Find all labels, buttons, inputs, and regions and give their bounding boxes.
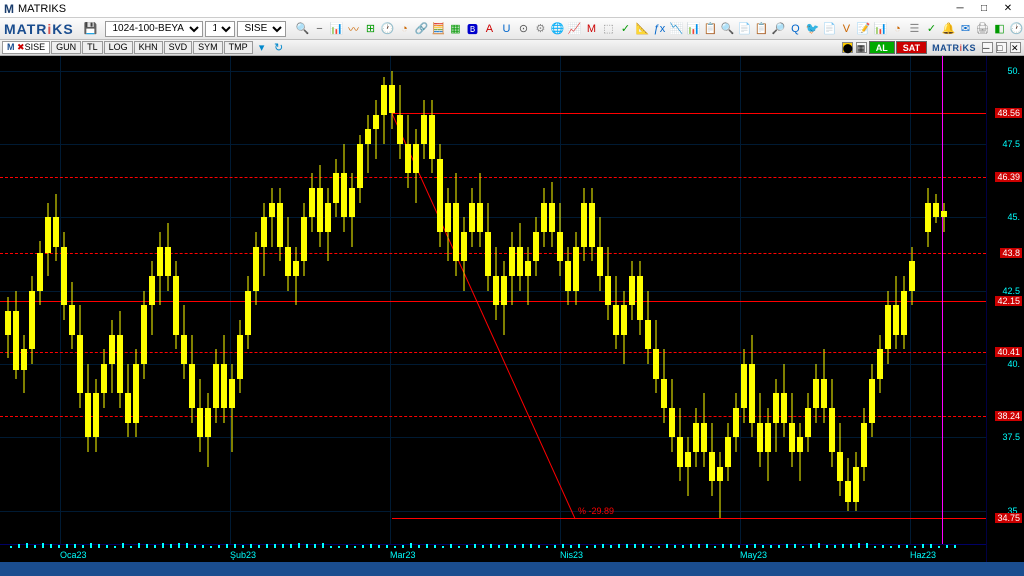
toolbar-icon-24[interactable]: 📋 bbox=[702, 21, 718, 37]
toolbar-icon-7[interactable]: 🔗 bbox=[413, 21, 429, 37]
main-toolbar: MATRiKS 💾 1024-100-BEYA 1 SISE 🔍−📊〰⊞🕐◔🔗🧮… bbox=[0, 18, 1024, 40]
toolbar-icon-19[interactable]: ✓ bbox=[617, 21, 633, 37]
toolbar-icon-20[interactable]: 📐 bbox=[634, 21, 650, 37]
toolbar-icon-3[interactable]: 〰 bbox=[345, 21, 361, 37]
period-tab-sym[interactable]: SYM bbox=[193, 41, 223, 54]
period-tab-tmp[interactable]: TMP bbox=[224, 41, 253, 54]
toolbar-icon-11[interactable]: A bbox=[481, 21, 497, 37]
toolbar-icon-39[interactable]: ✉ bbox=[957, 21, 973, 37]
toolbar-icon-25[interactable]: 🔍 bbox=[719, 21, 735, 37]
toolbar-icon-31[interactable]: 📄 bbox=[821, 21, 837, 37]
toolbar-icon-23[interactable]: 📊 bbox=[685, 21, 701, 37]
symbol-tab[interactable]: M ✖SISE bbox=[2, 41, 50, 54]
titlebar: M MATRIKS ─ □ ✕ bbox=[0, 0, 1024, 18]
toolbar-icon-42[interactable]: 🕐 bbox=[1008, 21, 1024, 37]
indicator-1-icon[interactable]: ⬤ bbox=[842, 42, 853, 53]
window-min-icon[interactable]: ─ bbox=[982, 42, 993, 53]
save-icon[interactable]: 💾 bbox=[84, 21, 98, 37]
toolbar-icon-13[interactable]: ⊙ bbox=[515, 21, 531, 37]
toolbar-icon-12[interactable]: U bbox=[498, 21, 514, 37]
toolbar-icon-5[interactable]: 🕐 bbox=[379, 21, 395, 37]
price-chart[interactable]: % -29.89Oca23Şub23Mar23Nis23May23Haz23 bbox=[0, 56, 986, 562]
sell-button[interactable]: SAT bbox=[896, 41, 927, 54]
refresh-icon[interactable]: ↻ bbox=[271, 40, 287, 56]
indicator-2-icon[interactable]: ▦ bbox=[856, 42, 867, 53]
toolbar-icon-36[interactable]: ☰ bbox=[906, 21, 922, 37]
period-tab-tl[interactable]: TL bbox=[82, 41, 103, 54]
toolbar-icon-0[interactable]: 🔍 bbox=[294, 21, 310, 37]
toolbar-icon-28[interactable]: 🔎 bbox=[770, 21, 786, 37]
buy-button[interactable]: AL bbox=[869, 41, 895, 54]
close-button[interactable]: ✕ bbox=[996, 2, 1020, 16]
toolbar-icon-18[interactable]: ⬚ bbox=[600, 21, 616, 37]
period-select[interactable]: 1 bbox=[205, 21, 235, 37]
toolbar-icon-10[interactable]: 🅱 bbox=[464, 21, 480, 37]
toolbar-icon-15[interactable]: 🌐 bbox=[549, 21, 565, 37]
toolbar-icon-1[interactable]: − bbox=[311, 21, 327, 37]
template-select[interactable]: 1024-100-BEYA bbox=[105, 21, 203, 37]
period-tab-svd[interactable]: SVD bbox=[164, 41, 193, 54]
toolbar-icon-8[interactable]: 🧮 bbox=[430, 21, 446, 37]
y-axis: 50.48.5647.546.3945.43.842.542.1540.4140… bbox=[986, 56, 1024, 562]
toolbar-icon-29[interactable]: Q bbox=[787, 21, 803, 37]
toolbar-icon-37[interactable]: ✓ bbox=[923, 21, 939, 37]
window-close-icon[interactable]: ✕ bbox=[1010, 42, 1021, 53]
toolbar-icon-4[interactable]: ⊞ bbox=[362, 21, 378, 37]
dropdown-icon[interactable]: ▾ bbox=[254, 40, 270, 56]
status-bar bbox=[0, 562, 1024, 576]
chart-brand: MATRiKS bbox=[928, 43, 980, 53]
window-max-icon[interactable]: □ bbox=[996, 42, 1007, 53]
toolbar-icon-35[interactable]: ◔ bbox=[889, 21, 905, 37]
toolbar-icon-41[interactable]: ◧ bbox=[991, 21, 1007, 37]
chart-toolbar: M ✖SISE GUNTLLOGKHNSVDSYMTMP ▾ ↻ ⬤ ▦ AL … bbox=[0, 40, 1024, 56]
period-tab-log[interactable]: LOG bbox=[104, 41, 133, 54]
toolbar-icon-26[interactable]: 📄 bbox=[736, 21, 752, 37]
toolbar-icon-38[interactable]: 🔔 bbox=[940, 21, 956, 37]
toolbar-icon-22[interactable]: 📉 bbox=[668, 21, 684, 37]
period-tab-gun[interactable]: GUN bbox=[51, 41, 81, 54]
toolbar-icon-21[interactable]: ƒx bbox=[651, 21, 667, 37]
app-title: MATRIKS bbox=[18, 3, 66, 15]
toolbar-icon-9[interactable]: ▦ bbox=[447, 21, 463, 37]
period-tab-khn[interactable]: KHN bbox=[134, 41, 163, 54]
toolbar-icon-14[interactable]: ⚙ bbox=[532, 21, 548, 37]
toolbar-icon-32[interactable]: V bbox=[838, 21, 854, 37]
brand-logo: MATRiKS bbox=[4, 21, 74, 37]
toolbar-icon-27[interactable]: 📋 bbox=[753, 21, 769, 37]
toolbar-icon-17[interactable]: M bbox=[583, 21, 599, 37]
toolbar-icon-6[interactable]: ◔ bbox=[396, 21, 412, 37]
toolbar-icon-40[interactable]: 🖨 bbox=[974, 21, 990, 37]
toolbar-icon-16[interactable]: 📈 bbox=[566, 21, 582, 37]
toolbar-icon-2[interactable]: 📊 bbox=[328, 21, 344, 37]
toolbar-icon-34[interactable]: 📊 bbox=[872, 21, 888, 37]
maximize-button[interactable]: □ bbox=[972, 2, 996, 16]
toolbar-icon-30[interactable]: 🐦 bbox=[804, 21, 820, 37]
toolbar-icon-33[interactable]: 📝 bbox=[855, 21, 871, 37]
minimize-button[interactable]: ─ bbox=[948, 2, 972, 16]
symbol-select[interactable]: SISE bbox=[237, 21, 286, 37]
app-logo-icon: M bbox=[4, 2, 14, 16]
chart-container: % -29.89Oca23Şub23Mar23Nis23May23Haz23 5… bbox=[0, 56, 1024, 562]
